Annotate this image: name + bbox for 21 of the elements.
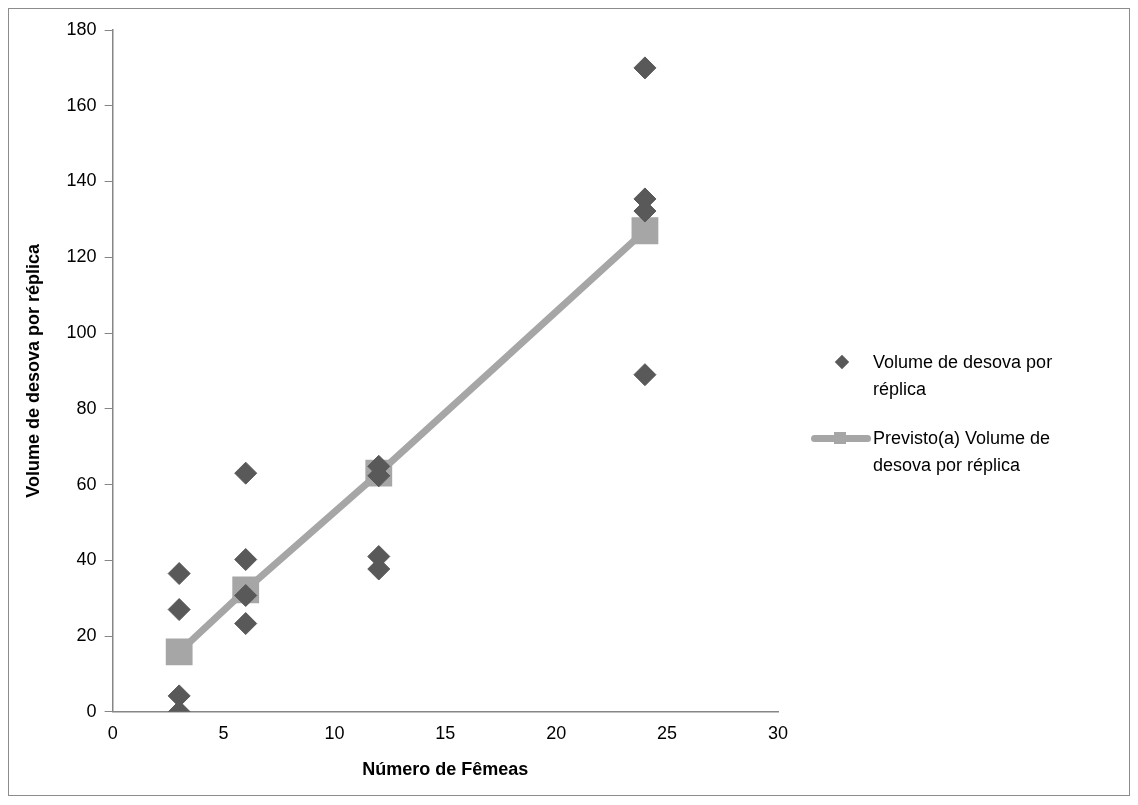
x-tick-label: 25 — [657, 722, 678, 743]
y-tick-label: 80 — [76, 397, 97, 418]
y-tick-label: 180 — [66, 18, 97, 39]
y-tick-label: 60 — [76, 473, 97, 494]
x-tick-label: 10 — [324, 722, 345, 743]
x-tick-label: 0 — [107, 722, 118, 743]
y-tick-label: 40 — [76, 549, 97, 570]
y-tick-label: 160 — [66, 94, 97, 115]
x-tick-label: 20 — [546, 722, 567, 743]
y-axis-title: Volume de desova por réplica — [22, 243, 43, 498]
x-tick-label: 30 — [767, 722, 789, 743]
y-tick-label: 120 — [66, 246, 97, 267]
legend-label: Volume de desova por réplica — [873, 351, 1054, 401]
x-tick-label: 15 — [435, 722, 456, 743]
y-tick-label: 100 — [66, 321, 97, 342]
x-tick-label: 5 — [218, 722, 229, 743]
x-axis-title: Número de Fêmeas — [362, 759, 529, 780]
legend-label: Previsto(a) Volume de desova por réplica — [873, 427, 1052, 477]
y-tick-label: 20 — [76, 625, 97, 646]
y-tick-label: 140 — [66, 170, 97, 191]
y-tick-label: 0 — [86, 700, 97, 721]
